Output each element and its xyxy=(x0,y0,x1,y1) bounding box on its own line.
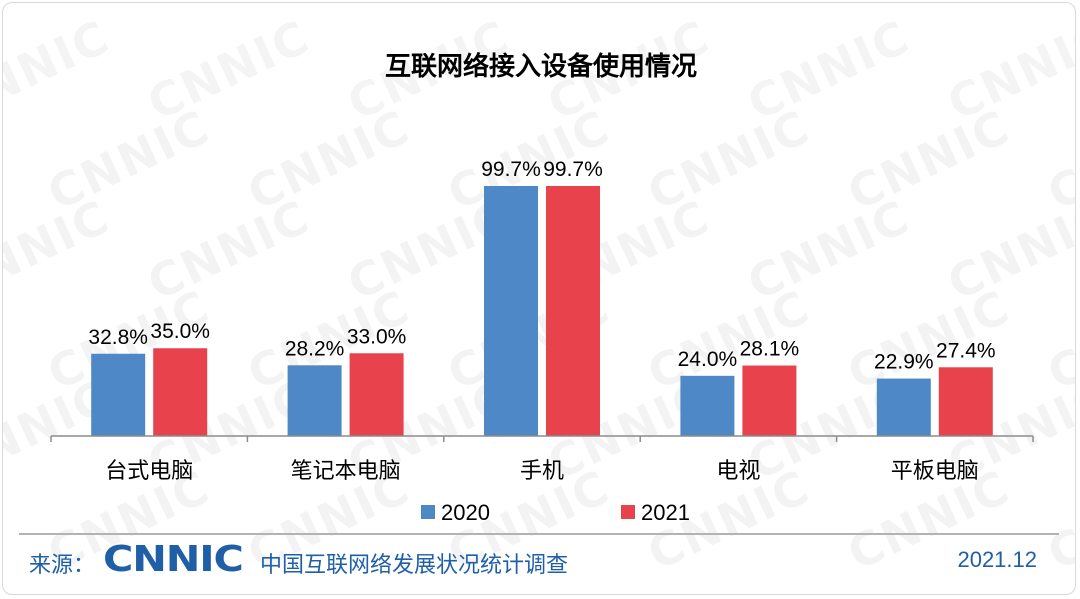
data-label-2020-2: 99.7% xyxy=(481,158,541,181)
source-label: 来源： xyxy=(29,553,96,578)
data-label-2020-4: 22.9% xyxy=(874,351,934,374)
footer: 来源： CNNIC 中国互联网络发展状况统计调查 2021.12 xyxy=(3,533,1075,591)
bar-2020-4 xyxy=(876,378,931,436)
data-label-2021-3: 28.1% xyxy=(740,338,800,361)
data-label-2021-4: 27.4% xyxy=(936,339,996,362)
data-label-2020-3: 24.0% xyxy=(678,348,738,371)
bar-2021-3 xyxy=(742,365,797,436)
chart-title: 互联网络接入设备使用情况 xyxy=(385,51,697,82)
legend-label-2020: 2020 xyxy=(441,500,490,525)
cnnic-logo: CNNIC xyxy=(103,539,244,580)
category-label-4: 平板电脑 xyxy=(891,459,979,484)
data-label-2021-0: 35.0% xyxy=(150,320,210,343)
bar-2020-2 xyxy=(484,186,538,436)
legend-label-2021: 2021 xyxy=(641,500,690,525)
legend-swatch-2020 xyxy=(421,505,435,519)
data-label-2021-2: 99.7% xyxy=(543,158,603,181)
bar-2020-0 xyxy=(91,353,146,436)
report-date: 2021.12 xyxy=(957,547,1037,572)
bar-2020-3 xyxy=(680,375,735,436)
bar-2020-1 xyxy=(287,365,342,436)
bar-chart: 互联网络接入设备使用情况 32.8% 35.0% 28.2%33.0% 99.7% 99… xyxy=(50,51,1034,525)
footer-divider xyxy=(19,533,1059,535)
category-label-0: 台式电脑 xyxy=(105,459,193,484)
data-label-2020-1: 28.2% xyxy=(285,337,345,360)
category-label-3: 电视 xyxy=(716,459,760,484)
bar-2021-2 xyxy=(546,186,600,436)
data-label-2021-1: 33.0% xyxy=(347,325,407,348)
category-label-1: 笔记本电脑 xyxy=(291,459,401,484)
data-label-2020-0: 32.8% xyxy=(88,326,148,349)
legend-swatch-2021 xyxy=(621,505,635,519)
category-label-2: 手机 xyxy=(520,459,564,484)
source-organization: 中国互联网络发展状况统计调查 xyxy=(260,553,569,578)
bar-2021-1 xyxy=(349,353,404,436)
bar-2021-0 xyxy=(153,348,208,436)
bar-2021-4 xyxy=(938,367,993,436)
